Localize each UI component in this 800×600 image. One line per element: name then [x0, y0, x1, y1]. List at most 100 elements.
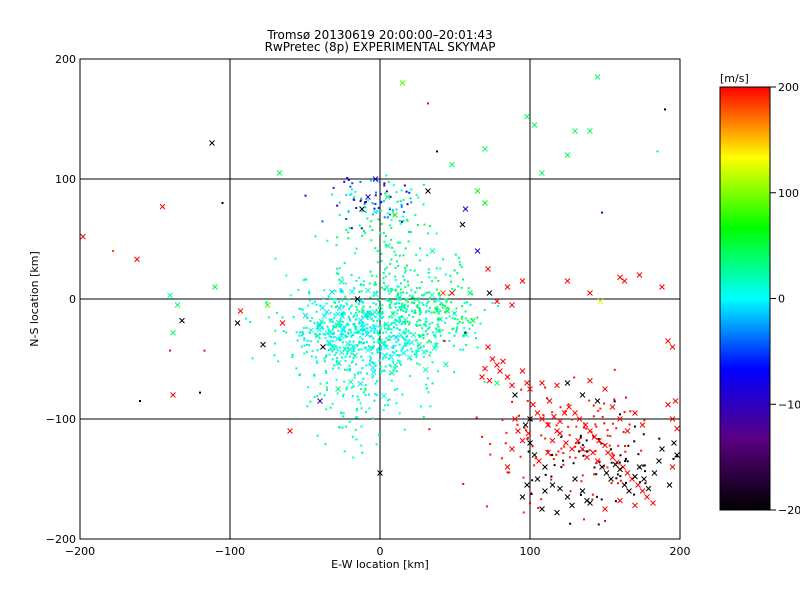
data-point-dot	[624, 457, 627, 460]
data-point-cross	[319, 304, 326, 311]
data-point-dot	[387, 357, 390, 360]
data-point-dot	[427, 300, 430, 303]
data-point-cross	[669, 464, 676, 470]
data-point-dot	[379, 201, 382, 204]
data-point-dot	[386, 399, 389, 402]
data-point-dot	[419, 334, 422, 337]
data-point-dot	[352, 348, 355, 351]
colorbar-tick-label: 100	[778, 187, 799, 200]
data-point-dot	[325, 408, 328, 411]
data-point-cross	[602, 442, 608, 449]
data-point-dot	[425, 350, 428, 353]
data-point-dot	[418, 313, 421, 316]
data-point-dot	[388, 303, 391, 306]
data-point-dot	[349, 319, 352, 322]
data-point-dot	[298, 307, 301, 310]
data-point-dot	[416, 320, 419, 323]
data-point-dot	[358, 290, 361, 293]
data-point-dot	[373, 399, 376, 402]
data-point-dot	[428, 306, 431, 309]
data-point-dot	[466, 319, 469, 322]
data-point-dot	[388, 363, 391, 366]
data-point-dot	[372, 345, 375, 348]
data-point-dot	[616, 482, 619, 485]
data-point-dot	[348, 355, 351, 358]
data-point-cross	[431, 345, 438, 351]
data-point-dot	[267, 316, 270, 319]
data-point-dot	[334, 290, 337, 293]
data-point-dot	[321, 326, 324, 329]
data-point-dot	[422, 203, 425, 206]
data-point-dot	[464, 331, 467, 334]
data-point-dot	[501, 419, 504, 422]
data-point-dot	[399, 222, 402, 225]
data-point-dot	[340, 411, 343, 414]
data-point-dot	[388, 373, 391, 376]
data-point-cross	[605, 449, 611, 456]
data-point-dot	[367, 345, 370, 348]
data-point-dot	[392, 360, 395, 363]
data-point-dot	[435, 342, 438, 345]
data-point-dot	[303, 337, 306, 340]
data-point-dot	[334, 301, 337, 304]
data-point-dot	[542, 414, 545, 417]
data-point-dot	[330, 318, 333, 321]
data-point-dot	[420, 294, 423, 297]
data-point-cross	[531, 452, 538, 458]
data-point-dot	[560, 447, 563, 450]
x-tick-label: 200	[670, 545, 691, 558]
data-point-dot	[388, 305, 391, 308]
data-point-dot	[308, 292, 311, 295]
data-point-dot	[296, 339, 299, 342]
y-tick-label: −200	[46, 533, 76, 546]
data-point-dot	[346, 369, 349, 372]
data-point-dot	[378, 334, 381, 337]
data-point-dot	[400, 364, 403, 367]
data-point-dot	[405, 298, 408, 301]
data-point-cross	[587, 290, 593, 296]
data-point-dot	[379, 313, 382, 316]
data-point-dot	[526, 399, 529, 402]
data-point-dot	[313, 300, 316, 303]
data-point-dot	[385, 266, 388, 269]
data-point-cross	[636, 464, 643, 470]
data-point-dot	[642, 464, 645, 467]
data-point-dot	[436, 150, 438, 153]
data-point-dot	[522, 511, 525, 514]
data-point-dot	[432, 334, 435, 337]
data-point-dot	[383, 184, 386, 187]
data-point-dot	[419, 346, 422, 349]
data-point-dot	[563, 445, 566, 448]
data-point-dot	[369, 296, 372, 299]
data-point-dot	[374, 328, 377, 331]
data-point-dot	[372, 337, 375, 340]
data-point-dot	[384, 268, 387, 271]
data-point-dot	[403, 338, 406, 341]
data-point-dot	[506, 471, 509, 474]
data-point-dot	[305, 350, 308, 353]
data-point-dot	[375, 325, 378, 328]
data-point-dot	[382, 277, 385, 280]
data-point-dot	[601, 211, 603, 214]
data-point-cross	[323, 309, 330, 315]
data-point-cross	[539, 170, 545, 176]
data-point-dot	[585, 439, 588, 442]
data-point-dot	[274, 257, 277, 260]
data-point-dot	[460, 317, 463, 320]
data-point-cross	[279, 320, 286, 326]
data-point-cross	[482, 365, 488, 372]
data-point-dot	[329, 320, 332, 323]
data-point-dot	[373, 210, 376, 213]
data-point-dot	[628, 423, 631, 426]
data-point-dot	[489, 442, 492, 445]
data-point-dot	[383, 288, 386, 291]
data-point-cross	[212, 284, 218, 290]
data-point-dot	[372, 374, 375, 377]
data-point-dot	[352, 334, 355, 337]
data-point-dot	[413, 353, 416, 356]
data-point-dot	[394, 303, 397, 306]
data-point-dot	[447, 307, 450, 310]
data-point-cross	[587, 128, 593, 134]
data-point-dot	[309, 340, 312, 343]
data-point-cross	[572, 410, 578, 416]
